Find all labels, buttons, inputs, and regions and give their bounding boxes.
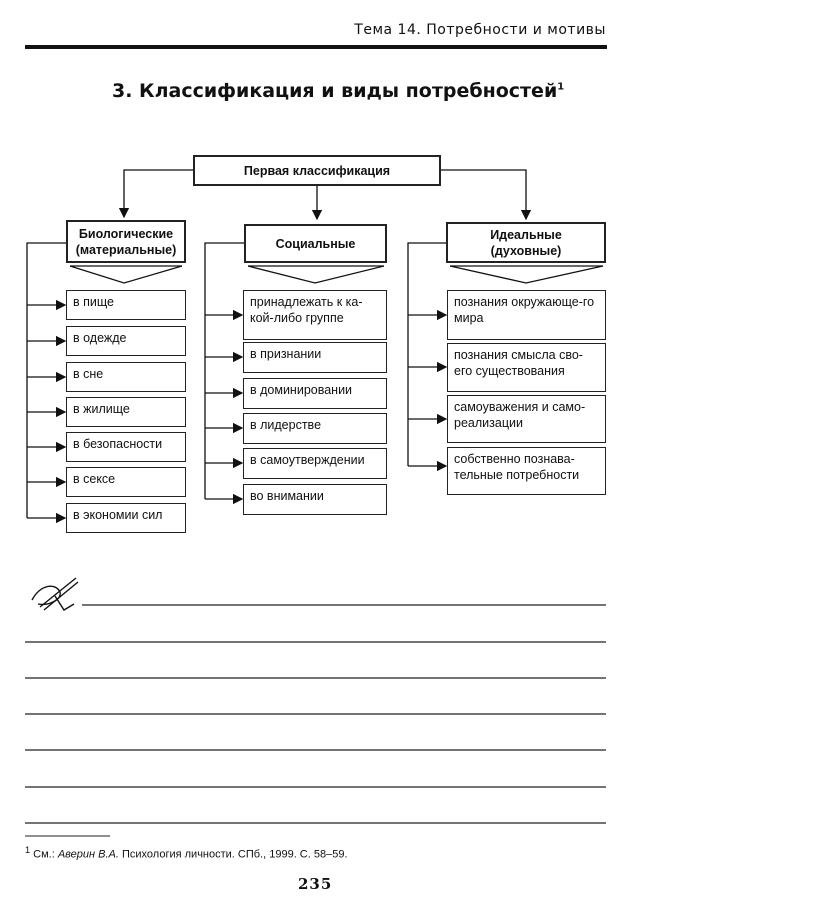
need-item: в лидерстве — [243, 413, 387, 444]
need-item: в жилище — [66, 397, 186, 427]
need-item: в безопасности — [66, 432, 186, 462]
header-rule — [25, 45, 607, 49]
root-classification-box: Первая классификация — [193, 155, 441, 186]
column-header-bio: Биологические (материальные) — [66, 220, 186, 263]
need-item: в сексе — [66, 467, 186, 497]
need-item: в доминировании — [243, 378, 387, 409]
need-item: в признании — [243, 342, 387, 373]
need-item: в самоутверждении — [243, 448, 387, 479]
running-header: Тема 14. Потребности и мотивы — [354, 22, 606, 38]
need-item: собственно познава-тельные потребности — [447, 447, 606, 495]
need-item: в одежде — [66, 326, 186, 356]
need-item: в пище — [66, 290, 186, 320]
footnote-ref: 1 — [557, 81, 565, 93]
footnote: 1 См.: Аверин В.А. Психология личности. … — [25, 845, 348, 861]
need-item: в экономии сил — [66, 503, 186, 533]
page-number: 235 — [298, 875, 333, 893]
chevron-bio — [69, 265, 183, 284]
need-item: познания окружающе-го мира — [447, 290, 606, 340]
need-item: в сне — [66, 362, 186, 392]
chevron-ideal — [449, 265, 604, 284]
chevron-social — [247, 265, 385, 284]
need-item: познания смысла сво-его существования — [447, 343, 606, 392]
section-title-text: 3. Классификация и виды потребностей — [112, 80, 558, 102]
arrow-to-ideal — [441, 169, 532, 221]
footnote-source: Психология личности. СПб., 1999. С. 58–5… — [118, 848, 348, 861]
footnote-prefix: См.: — [33, 848, 58, 861]
arrow-to-bio — [118, 169, 193, 219]
footnote-author: Аверин В.А. — [57, 848, 119, 861]
pen-writing-icon — [31, 577, 79, 611]
need-item: принадлежать к ка-кой-либо группе — [243, 290, 387, 340]
column-header-ideal: Идеальные (духовные) — [446, 222, 606, 263]
need-item: самоуважения и само-реализации — [447, 395, 606, 443]
footnote-mark: 1 — [25, 845, 31, 855]
section-title: 3. Классификация и виды потребностей1 — [112, 80, 564, 102]
need-item: во внимании — [243, 484, 387, 515]
column-header-social: Социальные — [244, 224, 387, 263]
